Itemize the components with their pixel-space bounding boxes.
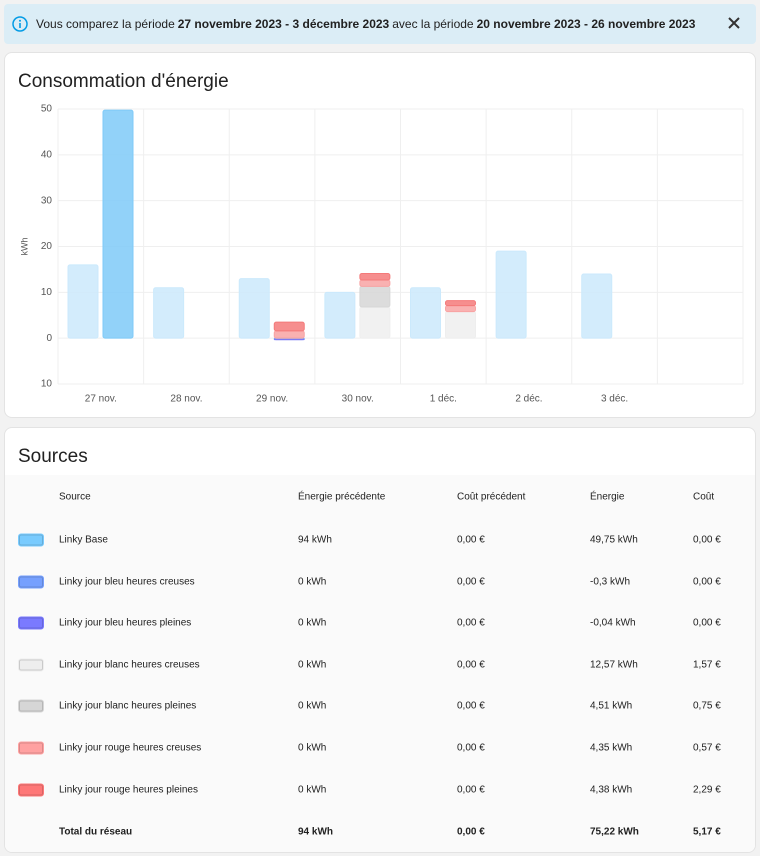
source-name: Linky jour bleu heures pleines: [59, 617, 192, 629]
column-header: Énergie: [590, 491, 625, 503]
column-header: Coût précédent: [457, 491, 526, 503]
bar: [495, 250, 527, 339]
table-cell: 0,00 €: [457, 659, 485, 671]
bar: [445, 311, 476, 339]
banner-text: Vous comparez la période: [36, 17, 175, 31]
table-cell: 0,00 €: [457, 576, 485, 588]
table-cell: 0 kWh: [298, 742, 327, 754]
bar: [359, 279, 391, 287]
y-axis-label: kWh: [19, 238, 29, 256]
y-tick-label: 30: [41, 195, 53, 206]
y-tick-label: 50: [41, 104, 53, 115]
chart-title: Consommation d'énergie: [18, 71, 229, 92]
x-tick-label: 29 nov.: [256, 394, 288, 405]
bar: [273, 321, 305, 332]
sources-table: Source Énergie précédente Coût précédent Én…: [5, 475, 755, 852]
bar: [445, 300, 476, 307]
table-cell: 1,57 €: [693, 659, 721, 671]
bar: [359, 306, 391, 339]
table-cell: 12,57 kWh: [590, 659, 638, 671]
table-cell: 4,38 kWh: [590, 784, 633, 796]
table-cell: 0 kWh: [298, 576, 327, 588]
y-tick-label: 10: [41, 287, 53, 298]
table-cell: 0,00 €: [693, 617, 721, 629]
source-name: Linky jour rouge heures creuses: [59, 742, 202, 754]
total-cell: Total du réseau: [59, 826, 133, 838]
x-tick-label: 1 déc.: [430, 394, 457, 405]
y-tick-label: 20: [41, 241, 53, 252]
x-tick-label: 27 nov.: [85, 394, 117, 405]
chart: 10 0 10 20 30 40 50 kWh 27 nov. 28 nov. 29 nov. 30 …: [19, 104, 744, 405]
bar: [359, 273, 391, 281]
total-cell: 75,22 kWh: [590, 826, 639, 838]
x-tick-label: 3 déc.: [601, 394, 628, 405]
table-cell: 2,29 €: [693, 784, 721, 796]
source-name: Linky jour blanc heures creuses: [59, 659, 200, 671]
total-cell: 5,17 €: [693, 826, 721, 838]
banner-text: avec la période: [392, 17, 474, 31]
table-cell: 4,51 kWh: [590, 700, 633, 712]
column-header: Énergie précédente: [298, 491, 386, 503]
bar: [410, 287, 441, 339]
legend-swatch: [18, 699, 44, 713]
total-cell: 94 kWh: [298, 826, 334, 838]
table-cell: 0,00 €: [693, 576, 721, 588]
table-cell: 0,57 €: [693, 742, 721, 754]
source-name: Linky jour bleu heures creuses: [59, 576, 195, 588]
column-header: Coût: [693, 491, 715, 503]
bar: [273, 330, 305, 339]
table-cell: 0,00 €: [457, 534, 485, 546]
bar: [67, 264, 99, 339]
legend-swatch: [18, 533, 44, 547]
table-cell: 0,00 €: [693, 534, 721, 546]
source-name: Linky Base: [59, 534, 108, 546]
banner-current: 27 novembre 2023 - 3 décembre 2023: [177, 17, 390, 31]
bar: [238, 278, 270, 339]
legend-swatch: [18, 658, 44, 672]
bar: [153, 287, 185, 339]
table-cell: 94 kWh: [298, 534, 332, 546]
source-name: Linky jour blanc heures pleines: [59, 700, 197, 712]
legend-swatch: [18, 575, 44, 589]
table-cell: 0 kWh: [298, 659, 327, 671]
legend-swatch: [18, 783, 44, 797]
sources-title: Sources: [18, 446, 88, 467]
y-tick-label: 0: [46, 333, 52, 344]
table-cell: 0,00 €: [457, 742, 485, 754]
table-cell: 4,35 kWh: [590, 742, 633, 754]
x-tick-label: 30 nov.: [342, 394, 374, 405]
banner-compare: 20 novembre 2023 - 26 novembre 2023: [476, 17, 696, 31]
table-cell: 0,00 €: [457, 784, 485, 796]
chart-card: Consommation d'énergie 10 0 10 20 30 40 50 kWh 2…: [4, 52, 756, 418]
y-tick-label: 10: [41, 379, 53, 390]
table-cell: -0,3 kWh: [590, 576, 631, 588]
comparison-banner: Vous comparez la période 27 novembre 202…: [4, 4, 756, 44]
sources-card: Sources Source Énergie précédente Coût pré…: [4, 427, 756, 853]
total-cell: 0,00 €: [457, 826, 485, 838]
bar: [324, 291, 356, 339]
table-cell: -0,04 kWh: [590, 617, 636, 629]
legend-swatch: [18, 616, 44, 630]
table-cell: 0 kWh: [298, 700, 327, 712]
table-cell: 0 kWh: [298, 784, 327, 796]
y-tick-label: 40: [41, 149, 53, 160]
close-button[interactable]: [726, 15, 742, 31]
table-cell: 0,00 €: [457, 700, 485, 712]
bar: [445, 305, 476, 313]
bar: [102, 109, 134, 339]
column-header: Source: [59, 491, 91, 503]
bar: [359, 285, 391, 308]
table-cell: 0,00 €: [457, 617, 485, 629]
bar: [581, 273, 613, 339]
table-cell: 0,75 €: [693, 700, 721, 712]
table-cell: 0 kWh: [298, 617, 327, 629]
table-cell: 49,75 kWh: [590, 534, 638, 546]
x-tick-label: 28 nov.: [170, 394, 202, 405]
source-name: Linky jour rouge heures pleines: [59, 784, 198, 796]
legend-swatch: [18, 741, 44, 755]
info-icon: [12, 16, 28, 32]
x-tick-label: 2 déc.: [515, 394, 542, 405]
